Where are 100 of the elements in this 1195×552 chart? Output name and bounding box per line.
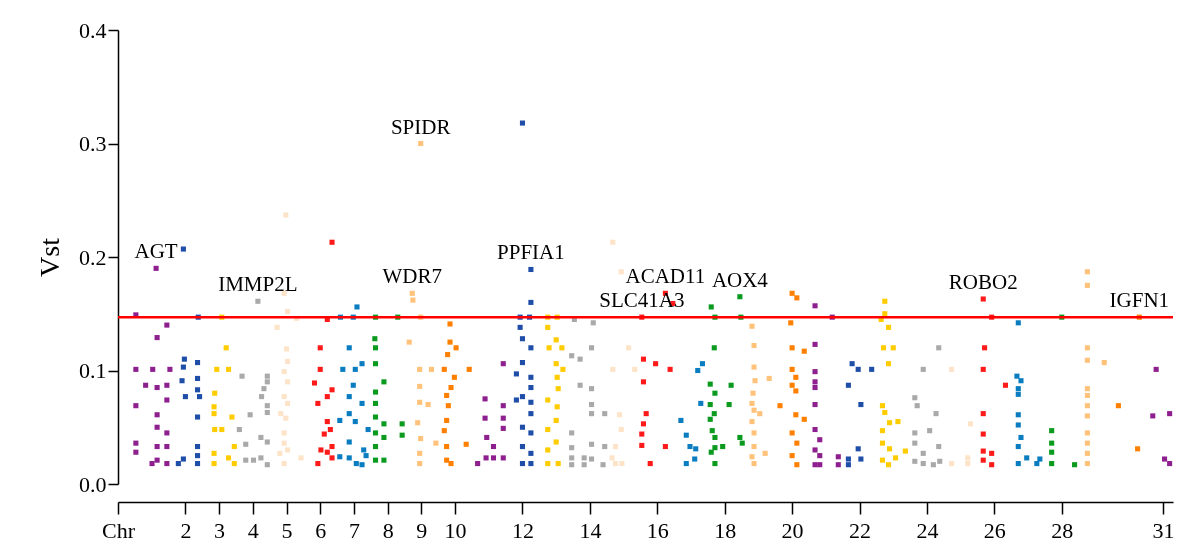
point (553, 337, 559, 343)
point (277, 450, 283, 456)
point (692, 456, 698, 462)
point (448, 461, 454, 467)
annotation: WDR7 (382, 264, 442, 289)
point (399, 432, 405, 438)
point (1084, 461, 1090, 467)
point (920, 461, 926, 467)
point (751, 342, 757, 349)
point (618, 426, 624, 433)
point (381, 421, 387, 427)
point (226, 455, 232, 461)
annotation: AGT (134, 239, 178, 264)
point (577, 356, 583, 362)
point (261, 386, 267, 392)
point (154, 444, 160, 450)
point (418, 140, 424, 147)
point (849, 361, 855, 367)
point (372, 444, 379, 450)
point (441, 366, 447, 372)
point (195, 375, 201, 381)
point (519, 424, 526, 430)
point (707, 381, 713, 387)
point (274, 324, 280, 330)
point (278, 411, 284, 417)
x-tick-label: 22 (849, 517, 872, 543)
point (154, 412, 160, 418)
point (180, 246, 186, 252)
point (214, 366, 220, 372)
point (555, 386, 561, 392)
point (519, 444, 526, 450)
annotation: ROBO2 (948, 269, 1018, 294)
x-tick-label: 3 (214, 517, 226, 543)
point (359, 462, 365, 468)
point (590, 320, 596, 326)
point (164, 444, 170, 450)
point (553, 417, 559, 423)
point (318, 447, 324, 453)
point (1084, 450, 1090, 456)
point (930, 462, 936, 468)
point (569, 455, 575, 461)
point (329, 239, 335, 245)
point (417, 366, 423, 372)
point (281, 369, 287, 375)
point (845, 462, 851, 468)
point (317, 366, 323, 372)
point (619, 461, 625, 467)
point (893, 455, 899, 461)
point (482, 415, 488, 421)
point (879, 440, 885, 446)
point (247, 412, 253, 418)
y-tick-label: 0.4 (79, 17, 107, 43)
point (211, 411, 217, 417)
point (1015, 391, 1021, 397)
point (164, 397, 170, 403)
point (698, 400, 704, 406)
point (1049, 461, 1055, 467)
point (258, 434, 264, 441)
point (751, 407, 757, 413)
x-tick-label: 24 (916, 517, 939, 543)
point (812, 303, 818, 309)
x-tick-label: 4 (247, 517, 259, 543)
point (365, 426, 371, 433)
point (239, 373, 245, 379)
point (528, 299, 534, 305)
point (259, 394, 265, 400)
point (1135, 446, 1141, 452)
point (879, 428, 885, 434)
point (195, 360, 201, 366)
point (845, 456, 851, 462)
point (882, 311, 888, 317)
point (967, 421, 973, 427)
point (639, 442, 645, 448)
point (264, 403, 270, 409)
point (445, 352, 451, 358)
point (965, 461, 971, 467)
point (444, 417, 450, 423)
point (133, 366, 139, 372)
point (490, 444, 497, 450)
point (409, 290, 415, 296)
point (789, 430, 795, 436)
point (167, 366, 173, 372)
point (346, 455, 352, 461)
point (490, 455, 497, 461)
y-tick-label: 0.1 (79, 358, 107, 383)
point (835, 462, 841, 468)
point (243, 441, 249, 447)
point (707, 402, 713, 408)
point (1101, 360, 1107, 366)
point (1167, 411, 1173, 417)
point (264, 409, 270, 416)
point (589, 345, 595, 351)
point (284, 447, 291, 453)
point (569, 353, 575, 359)
point (1037, 456, 1043, 462)
point (855, 446, 861, 452)
point (812, 447, 818, 453)
point (1015, 320, 1021, 326)
point (363, 453, 369, 459)
point (602, 444, 608, 450)
